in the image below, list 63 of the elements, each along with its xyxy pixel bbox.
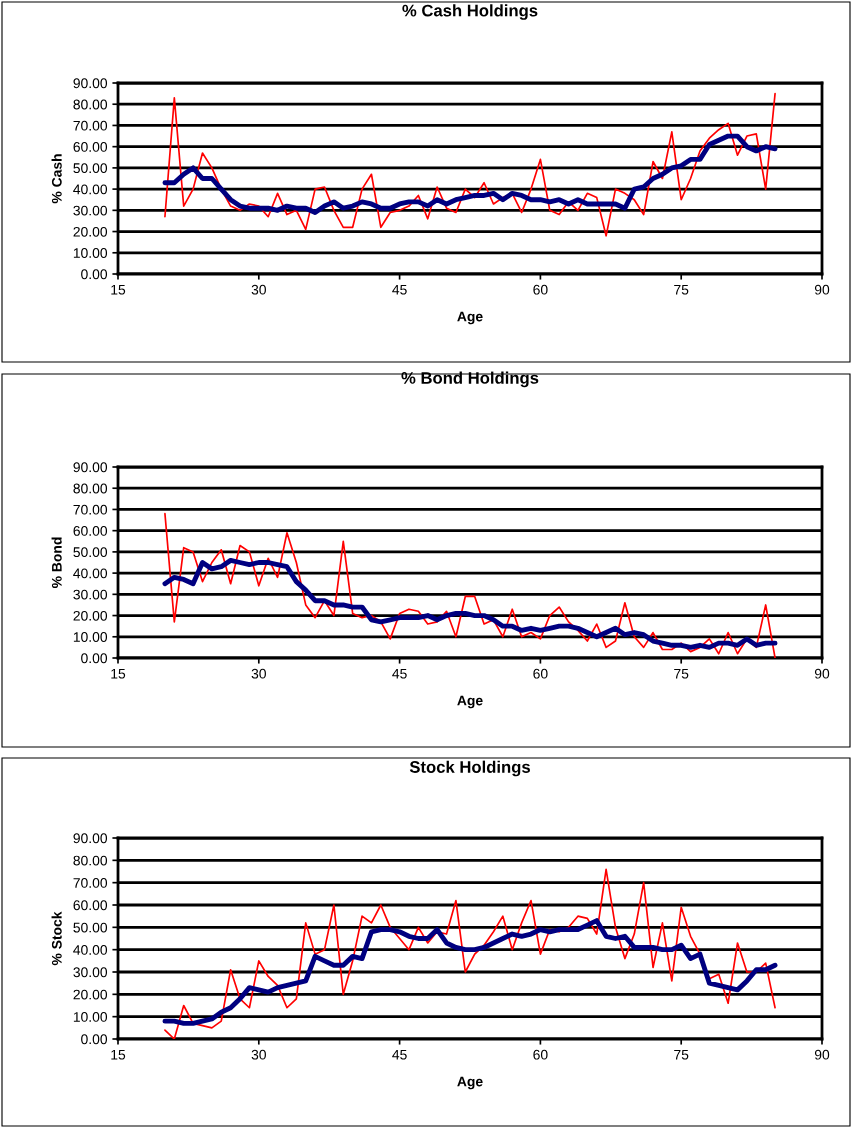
- x-tick-label: 45: [392, 284, 407, 295]
- y-tick-label: 30.00: [73, 967, 108, 978]
- line-series: [164, 868, 776, 1039]
- x-tick-label: 75: [674, 1049, 689, 1060]
- line-series: [162, 133, 778, 215]
- x-tick-label: 15: [111, 1049, 126, 1060]
- x-axis-title: Age: [457, 1076, 483, 1090]
- y-tick-label: 50.00: [73, 922, 108, 933]
- y-tick-label: 10.00: [73, 248, 108, 258]
- x-tick-label: 45: [392, 1049, 407, 1060]
- x-tick-label: 60: [533, 1049, 548, 1060]
- y-tick-label: 20.00: [73, 610, 108, 621]
- x-axis-title: Age: [457, 695, 483, 709]
- y-tick-label: 50.00: [73, 547, 108, 558]
- y-tick-label: 20.00: [73, 226, 108, 237]
- x-tick-label: 75: [674, 284, 689, 295]
- x-tick-label: 15: [111, 284, 126, 295]
- y-tick-label: 90.00: [73, 833, 108, 844]
- y-tick-label: 0.00: [81, 653, 108, 664]
- y-tick-label: 40.00: [73, 945, 108, 955]
- x-tick-label: 90: [814, 1049, 830, 1060]
- x-tick-label: 60: [533, 668, 548, 679]
- x-tick-label: 30: [251, 284, 266, 295]
- line-series: [164, 92, 776, 237]
- y-tick-label: 70.00: [73, 878, 108, 888]
- x-tick-label: 45: [392, 668, 407, 679]
- y-axis-title: % Bond: [51, 537, 62, 588]
- y-tick-label: 80.00: [73, 483, 108, 494]
- y-tick-label: 40.00: [73, 568, 108, 579]
- y-tick-label: 40.00: [73, 184, 108, 195]
- y-tick-label: 0.00: [81, 1034, 108, 1045]
- y-tick-label: 90.00: [73, 462, 108, 473]
- x-axis-title: Age: [457, 311, 483, 325]
- y-tick-label: 10.00: [73, 632, 108, 642]
- y-tick-label: 0.00: [81, 269, 108, 280]
- y-tick-label: 30.00: [73, 205, 108, 216]
- line-series: [164, 512, 776, 658]
- chart-title: Stock Holdings: [409, 760, 530, 777]
- y-axis-title: % Cash: [51, 154, 62, 204]
- x-tick-label: 30: [251, 668, 266, 679]
- y-tick-label: 70.00: [73, 120, 108, 131]
- y-axis-title: % Stock: [51, 911, 62, 966]
- x-tick-label: 60: [533, 284, 548, 295]
- y-tick-label: 80.00: [73, 855, 108, 866]
- x-tick-label: 90: [814, 284, 830, 295]
- y-tick-label: 50.00: [73, 163, 108, 174]
- chart-title: % Bond Holdings: [401, 371, 539, 388]
- line-series: [162, 557, 778, 650]
- y-tick-label: 30.00: [73, 589, 108, 600]
- y-tick-label: 20.00: [73, 989, 108, 1000]
- line-series: [162, 918, 778, 1026]
- y-tick-label: 70.00: [73, 504, 108, 515]
- chart-title: % Cash Holdings: [402, 4, 538, 20]
- x-tick-label: 90: [814, 668, 830, 679]
- x-tick-label: 15: [111, 668, 126, 679]
- y-tick-label: 60.00: [73, 526, 108, 536]
- y-tick-label: 60.00: [73, 142, 108, 152]
- y-tick-label: 80.00: [73, 99, 108, 110]
- y-tick-label: 90.00: [73, 78, 108, 89]
- y-tick-label: 10.00: [73, 1012, 108, 1022]
- y-tick-label: 60.00: [73, 900, 108, 911]
- x-tick-label: 30: [251, 1049, 266, 1060]
- x-tick-label: 75: [674, 668, 689, 679]
